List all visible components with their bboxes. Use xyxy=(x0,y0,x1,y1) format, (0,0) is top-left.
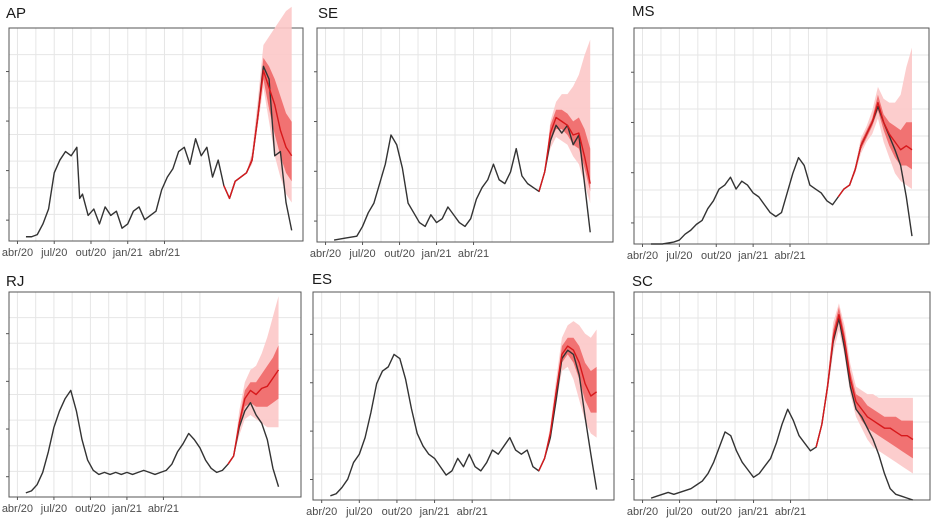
observed-series-line xyxy=(650,317,914,501)
x-tick-label: out/20 xyxy=(75,503,106,515)
nowcast-median-line xyxy=(538,345,598,472)
x-tick-label: jul/20 xyxy=(345,506,372,518)
x-tick-label: jul/20 xyxy=(348,248,375,260)
panel-ap: AP abr/20 jul/20 out/20 jan/21 abr/21 xyxy=(2,5,304,259)
observed-series-line xyxy=(333,124,591,241)
panel-title: SC xyxy=(632,273,653,290)
x-tick-label: abr/20 xyxy=(2,503,33,515)
nowcast-band-50 xyxy=(228,345,279,465)
x-tick-label: abr/20 xyxy=(627,250,658,262)
x-tick-label: abr/21 xyxy=(774,250,805,262)
nowcast-median-line xyxy=(227,369,280,465)
nowcast-median-line xyxy=(815,313,914,448)
panel-rj: RJ abr/20 jul/20 out/20 jan/21 abr/21 xyxy=(2,273,302,515)
nowcast-median-line xyxy=(223,69,293,200)
plot-frame xyxy=(633,27,930,245)
x-tick-label: jan/21 xyxy=(111,503,142,515)
plot-frame xyxy=(316,27,614,243)
x-tick-label: jan/21 xyxy=(421,248,452,260)
nowcast-band-50 xyxy=(816,307,913,459)
x-tick-label: out/20 xyxy=(382,506,413,518)
x-tick-label: jan/21 xyxy=(737,250,768,262)
x-tick-label: abr/21 xyxy=(457,506,488,518)
plot-frame xyxy=(8,291,302,498)
x-tick-label: jan/21 xyxy=(419,506,450,518)
panel-se: SE abr/20 jul/20 out/20 jan/21 abr/21 xyxy=(310,5,614,260)
panel-title: SE xyxy=(318,5,338,22)
x-tick-label: abr/21 xyxy=(458,248,489,260)
panel-title: RJ xyxy=(6,273,24,290)
x-tick-label: jan/21 xyxy=(112,247,143,259)
nowcast-median-line xyxy=(837,101,913,198)
x-tick-label: abr/20 xyxy=(627,506,658,518)
plot-frame xyxy=(312,291,615,501)
x-tick-label: out/20 xyxy=(76,247,107,259)
x-tick-label: abr/20 xyxy=(2,247,33,259)
panel-ms: MS abr/20 jul/20 out/20 jan/21 abr/21 xyxy=(627,3,930,262)
x-tick-label: abr/21 xyxy=(775,506,806,518)
x-tick-label: jan/21 xyxy=(738,506,769,518)
x-tick-label: out/20 xyxy=(384,248,415,260)
plot-frame xyxy=(8,27,304,242)
observed-series-line xyxy=(330,349,598,497)
panel-es: ES abr/20 jul/20 out/20 jan/21 abr/21 xyxy=(306,271,615,518)
x-tick-label: abr/21 xyxy=(149,247,180,259)
x-tick-label: jul/20 xyxy=(40,503,67,515)
x-tick-label: jul/20 xyxy=(40,247,67,259)
x-tick-label: abr/20 xyxy=(306,506,337,518)
panel-title: AP xyxy=(6,5,26,22)
x-tick-label: out/20 xyxy=(701,506,732,518)
panel-sc: SC abr/20 jul/20 out/20 jan/21 abr/21 xyxy=(627,273,931,518)
x-tick-label: out/20 xyxy=(701,250,732,262)
x-tick-label: jul/20 xyxy=(665,250,692,262)
plot-frame xyxy=(633,291,931,501)
nowcast-median-line xyxy=(538,116,591,192)
x-tick-label: jul/20 xyxy=(665,506,692,518)
nowcast-band-50 xyxy=(223,57,292,199)
x-tick-label: abr/21 xyxy=(148,503,179,515)
x-tick-label: abr/20 xyxy=(310,248,341,260)
panel-title: MS xyxy=(632,3,655,20)
panel-title: ES xyxy=(312,271,332,288)
nowcast-band-95 xyxy=(838,47,912,197)
